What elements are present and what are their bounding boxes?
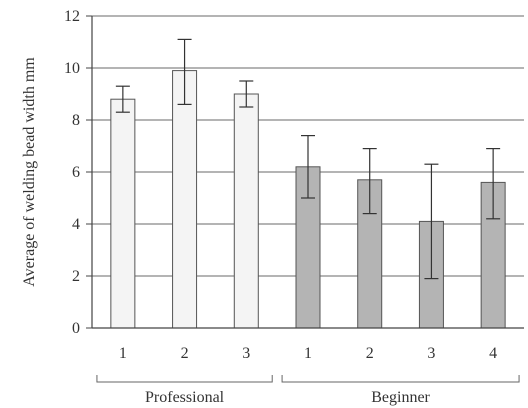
group-bracket: [96, 375, 273, 383]
error-bars: [115, 38, 501, 280]
x-tick-label: 1: [119, 345, 127, 362]
x-tick-label: 3: [427, 345, 435, 362]
group-label: Professional: [145, 389, 225, 406]
group-bracket: [281, 375, 520, 383]
y-tick-label: 12: [64, 8, 80, 25]
y-tick-labels: 0 2 4 6 8 10 12: [64, 8, 92, 337]
x-tick-label: 2: [366, 345, 374, 362]
y-tick-label: 6: [72, 164, 80, 181]
bar: [233, 93, 259, 329]
x-tick-label: 2: [181, 345, 189, 362]
x-tick-labels: 1 2 3 1 2 3 4: [119, 345, 497, 362]
y-tick-label: 8: [72, 112, 80, 129]
group-labels: Professional Beginner: [96, 375, 520, 406]
x-tick-label: 1: [304, 345, 312, 362]
x-tick-label: 4: [489, 345, 497, 362]
group-label: Beginner: [371, 389, 430, 406]
y-tick-label: 4: [72, 216, 80, 233]
y-tick-label: 2: [72, 268, 80, 285]
bars: [110, 70, 506, 329]
bar: [172, 70, 198, 329]
y-tick-label: 10: [64, 60, 80, 77]
x-tick-label: 3: [242, 345, 250, 362]
y-axis-label: Average of welding bead width mm: [21, 57, 38, 287]
y-tick-label: 0: [72, 320, 80, 337]
bar: [110, 98, 136, 329]
